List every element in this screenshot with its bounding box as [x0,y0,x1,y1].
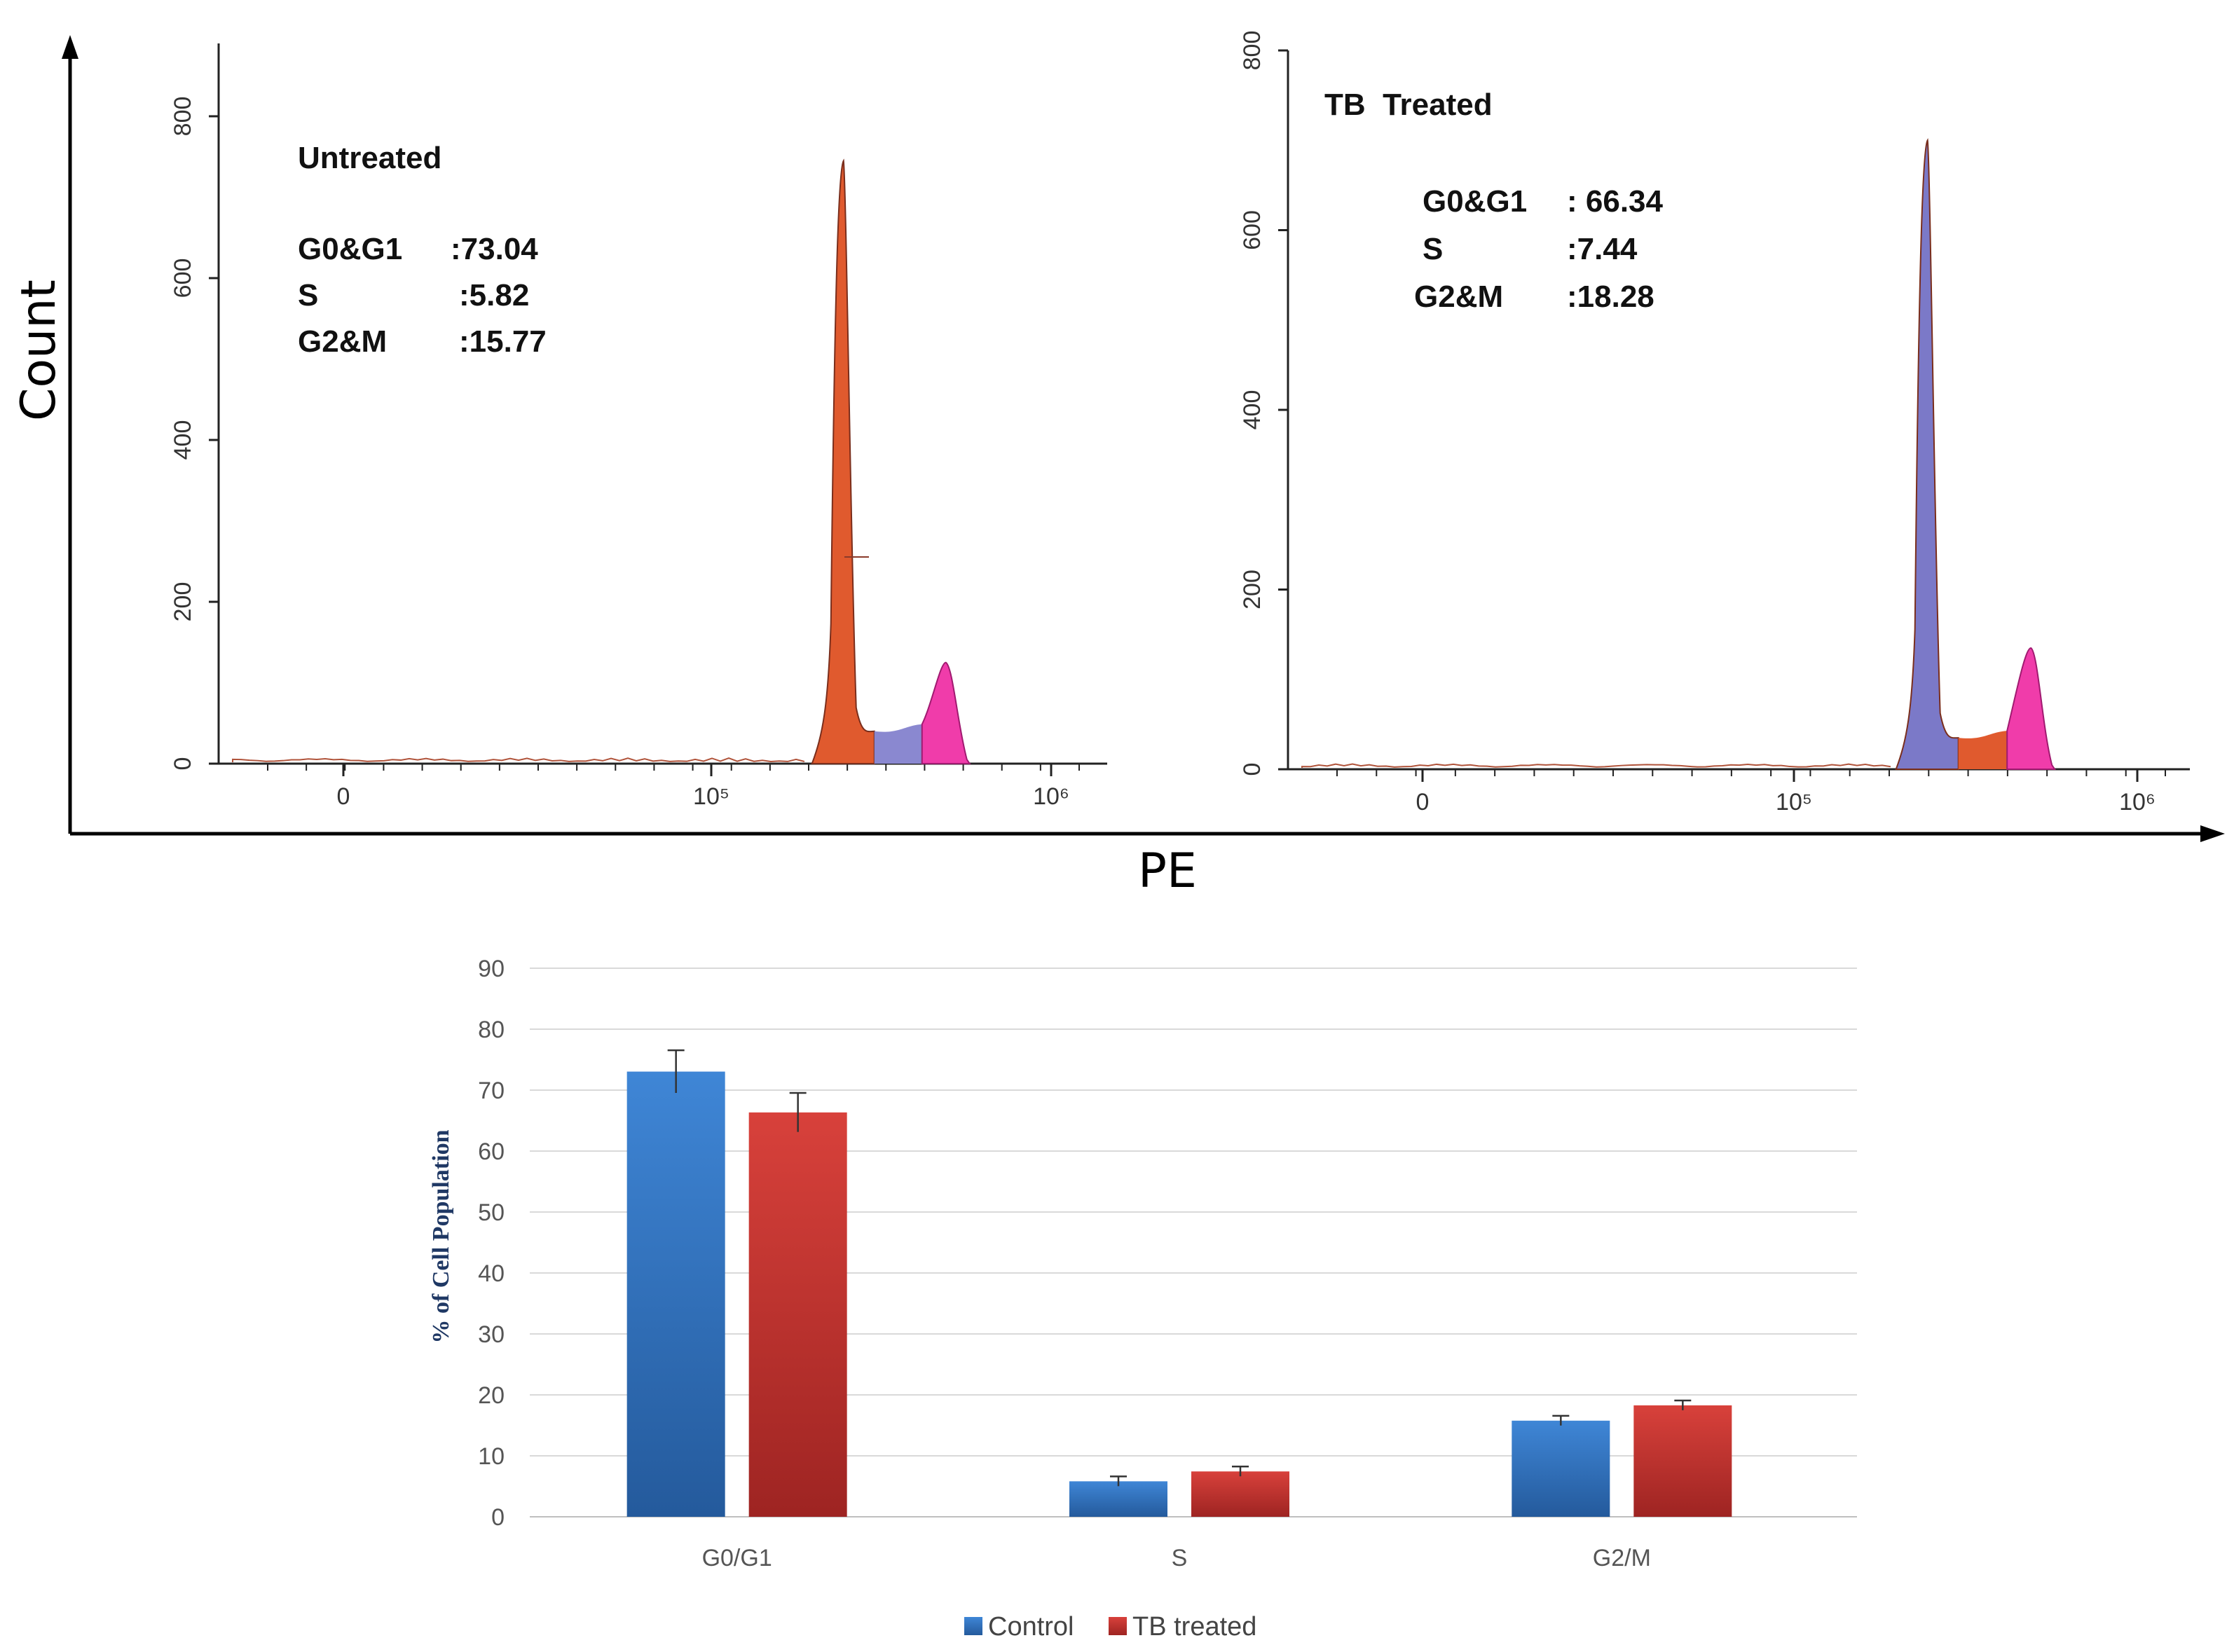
bar-y-tick-label: 20 [478,1382,505,1409]
legend-swatch-tb-treated [1109,1617,1127,1635]
hist2-y-tick-label: 400 [1239,390,1266,430]
bar-x-tick-label: S [1172,1545,1188,1571]
bar-y-tick-label: 50 [478,1199,505,1226]
stat2-value-g0g1: : 66.34 [1567,184,1664,219]
hist2-baseline-noise [1301,763,1891,768]
hist1-g2m-peak [921,661,971,764]
bar-chart: 0 10 20 30 40 50 60 70 80 90 G0/G1 S G2/M % of Cell… [428,956,1857,1641]
bar-x-tick-label: G2/M [1593,1545,1651,1571]
hist1-baseline-noise [232,757,805,762]
bar-y-tick-label: 90 [478,956,505,982]
bar-y-tick-label: 30 [478,1321,505,1348]
pe-axis-label: PE [1138,844,1197,899]
bar-control-g0g1 [626,1071,725,1517]
bar-x-tick-label: G0/G1 [702,1545,772,1571]
hist2-s-region [1958,731,2008,769]
panel-title-untreated: Untreated [298,141,441,175]
hist1-x-tick-label: 10⁶ [1033,783,1069,810]
error-bar [667,1049,685,1094]
hist1-y-tick-label: 800 [170,97,196,137]
bar-tb-treated-s [1191,1471,1289,1517]
stat2-value-g2m: :18.28 [1567,280,1654,314]
hist1-minor-ticks [267,764,1080,771]
bar-tb-treated-g2m [1633,1405,1732,1517]
hist1-x-tick-label: 0 [337,783,350,810]
histogram-untreated: 0 200 400 600 800 0 10⁵ 10⁶ Untreated G0&G1 :7… [170,43,1107,810]
hist1-g1-peak [811,158,875,764]
hist2-g1-peak [1895,138,1959,770]
stat-value-s: :5.82 [459,278,529,312]
error-bar [1110,1475,1127,1487]
bar-tb-treated-g0g1 [748,1112,847,1517]
error-bar [1232,1466,1249,1477]
stat2-label-g0g1: G0&G1 [1423,184,1527,219]
hist2-minor-ticks [1336,769,2166,776]
hist2-y-tick-label: 0 [1239,763,1266,776]
hist2-y-tick-label: 800 [1239,31,1266,71]
error-bar [1674,1399,1692,1410]
stat2-label-g2m: G2&M [1414,280,1503,314]
stat2-label-s: S [1423,232,1443,266]
count-axis-label: Count [11,280,67,421]
bar-y-axis-label: % of Cell Population [428,1129,454,1343]
bar-legend: Control TB treated [964,1612,1256,1641]
bar-y-tick-label: 80 [478,1017,505,1043]
stat-label-g0g1: G0&G1 [298,232,402,266]
hist2-y-tick-label: 200 [1239,570,1266,610]
stat-value-g0g1: :73.04 [451,232,538,266]
bar-y-tick-label: 70 [478,1078,505,1104]
legend-label-tb-treated: TB treated [1132,1612,1256,1641]
hist2-x-tick-label: 10⁵ [1776,789,1812,815]
hist1-x-tick-label: 10⁵ [693,783,729,810]
bar-y-tick-label: 40 [478,1260,505,1287]
histogram-tb-treated: 0 200 400 600 800 0 10⁵ 10⁶ TB Treated G0&G1 :… [1239,31,2190,815]
stat-label-s: S [298,278,318,312]
hist1-s-region [874,724,922,764]
panel-title-tb-treated: TB Treated [1324,88,1493,122]
stat-value-g2m: :15.77 [459,324,547,359]
bar-control-s [1069,1481,1167,1517]
hist2-y-tick-label: 600 [1239,210,1266,250]
hist2-x-tick-label: 10⁶ [2119,789,2156,815]
hist1-y-tick-label: 200 [170,582,196,622]
bar-y-tick-label: 10 [478,1443,505,1470]
bar-y-tick-label: 0 [491,1504,505,1531]
hist1-y-tick-label: 400 [170,420,196,460]
pe-axis-arrow [2200,825,2225,842]
stat2-value-s: :7.44 [1567,232,1638,266]
figure-axes: Count PE [11,35,2225,899]
bar-y-tick-label: 60 [478,1138,505,1165]
error-bar [789,1092,807,1132]
hist2-x-tick-label: 0 [1416,789,1430,815]
hist1-y-tick-label: 0 [170,757,196,771]
error-bar [1552,1414,1570,1426]
stat-label-g2m: G2&M [298,324,387,359]
bar-control-g2m [1512,1420,1610,1517]
count-axis-arrow [62,35,78,59]
hist1-y-tick-label: 600 [170,259,196,298]
legend-swatch-control [964,1617,982,1635]
hist2-g2m-peak [2006,647,2057,770]
legend-label-control: Control [988,1612,1074,1641]
